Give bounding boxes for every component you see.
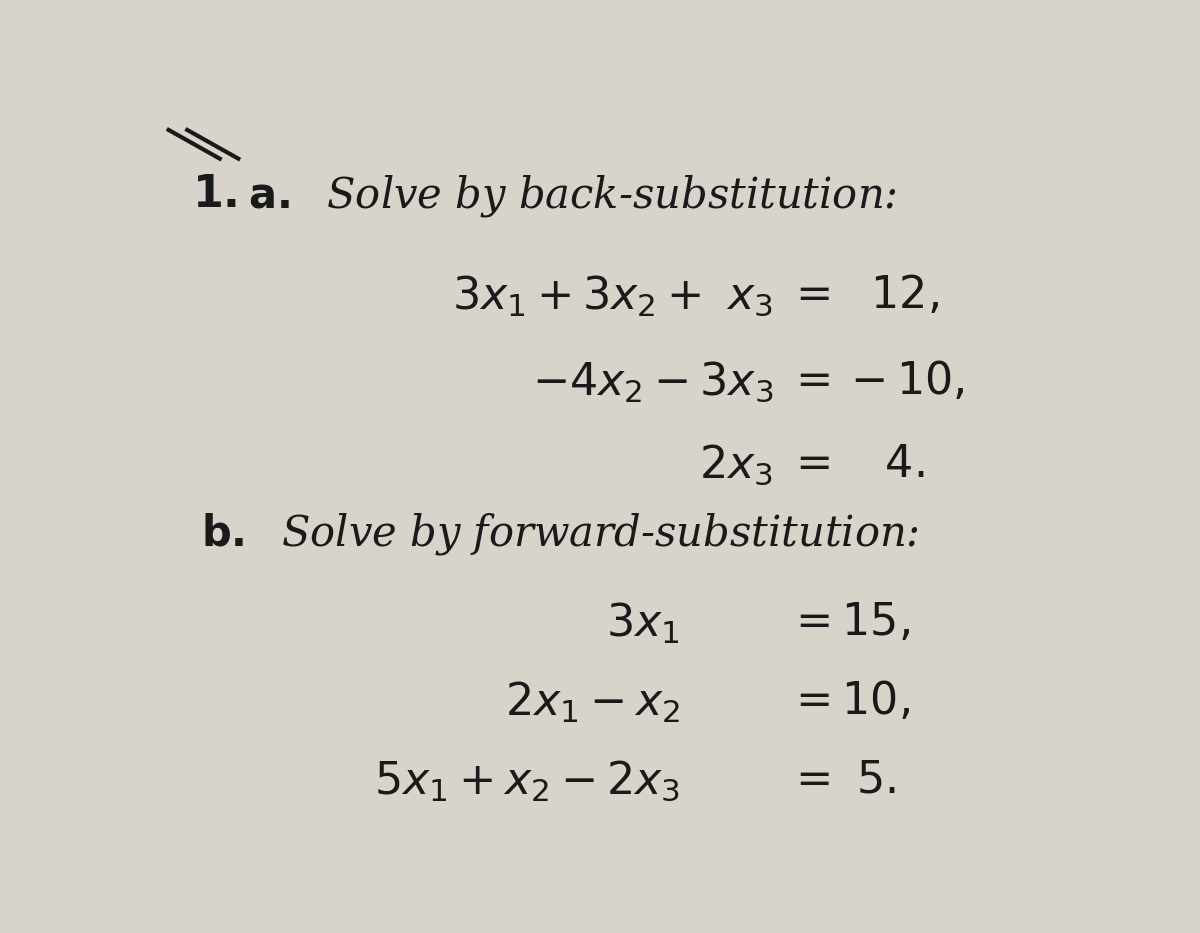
Text: $=\ 5.$: $=\ 5.$: [787, 759, 896, 801]
Text: $3x_1 + 3x_2 +\ x_3$: $3x_1 + 3x_2 +\ x_3$: [452, 273, 773, 318]
Text: $-4x_2 - 3x_3$: $-4x_2 - 3x_3$: [532, 360, 773, 404]
Text: $3x_1$: $3x_1$: [606, 601, 680, 646]
Text: $2x_1 - x_2$: $2x_1 - x_2$: [505, 679, 680, 725]
Text: $2x_3$: $2x_3$: [700, 442, 773, 487]
Text: $=\ \ 12,$: $=\ \ 12,$: [787, 273, 940, 317]
Text: $=\quad 4.$: $=\quad 4.$: [787, 442, 925, 485]
Text: $\mathbf{b.}$  Solve by forward-substitution:: $\mathbf{b.}$ Solve by forward-substitut…: [202, 510, 919, 557]
Text: $= 15,$: $= 15,$: [787, 601, 910, 644]
Text: $\mathbf{a.}$  Solve by back-substitution:: $\mathbf{a.}$ Solve by back-substitution…: [247, 173, 896, 219]
Text: $= 10,$: $= 10,$: [787, 679, 910, 723]
Text: $\mathbf{1.}$: $\mathbf{1.}$: [192, 173, 238, 216]
Text: $5x_1 + x_2 - 2x_3$: $5x_1 + x_2 - 2x_3$: [374, 759, 680, 803]
Text: $= -10,$: $= -10,$: [787, 360, 965, 403]
